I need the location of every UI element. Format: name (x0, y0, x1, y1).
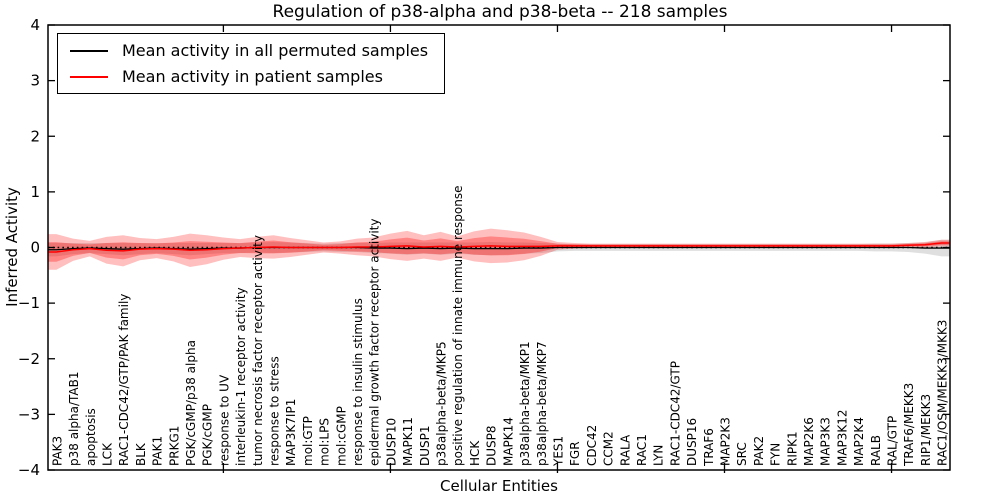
x-category-label: tumor necrosis factor receptor activity (251, 235, 265, 466)
y-tick-label: 4 (30, 16, 40, 34)
x-category-label: p38alpha-beta/MKP7 (535, 341, 549, 466)
legend-line-permuted (70, 49, 108, 52)
x-category-label: DUSP10 (384, 418, 398, 466)
x-category-label: CDC42 (585, 425, 599, 466)
x-category-label: p38alpha-beta/MKP5 (435, 341, 449, 466)
x-category-label: SRC (735, 442, 749, 466)
y-tick-label: 0 (30, 239, 40, 257)
x-category-label: LYN (652, 445, 666, 466)
x-category-label: RIPK1 (785, 431, 799, 466)
x-category-label: MAP3K7IP1 (284, 399, 298, 466)
y-tick-label: −4 (18, 461, 40, 479)
x-category-label: epidermal growth factor receptor activit… (368, 219, 382, 466)
y-tick-label: 1 (30, 183, 40, 201)
x-category-label: FGR (568, 441, 582, 466)
x-category-label: response to insulin stimulus (351, 298, 365, 466)
x-category-label: LCK (100, 442, 114, 466)
y-tick-label: 2 (30, 127, 40, 145)
x-category-label: DUSP1 (418, 425, 432, 466)
x-category-label: RAC1-CDC42/GTP/PAK family (117, 294, 131, 466)
x-category-label: PAK2 (752, 436, 766, 466)
y-tick-label: −3 (18, 405, 40, 423)
x-category-label: RAC1 (635, 434, 649, 466)
x-category-label: MAP2K3 (719, 417, 733, 466)
x-category-label: response to UV (217, 374, 231, 466)
x-category-label: TRAF6 (702, 428, 716, 467)
permuted-mean-line (48, 246, 950, 251)
x-category-label: MAPK14 (501, 417, 515, 466)
legend-line-patient (70, 75, 108, 78)
x-category-label: positive regulation of innate immune res… (451, 186, 465, 466)
x-category-label: PGK/cGMP (201, 404, 215, 466)
x-category-label: CCM2 (602, 431, 616, 466)
x-category-label: PAK1 (151, 436, 165, 466)
x-category-label: MAP2K4 (852, 417, 866, 466)
y-tick-label: −1 (18, 294, 40, 312)
x-category-label: RAC1-CDC42/GTP (668, 361, 682, 466)
x-category-label: MAP2K6 (802, 417, 816, 466)
x-category-label: PRKG1 (167, 426, 181, 466)
legend-item-patient: Mean activity in patient samples (70, 67, 428, 86)
x-category-label: HCK (468, 440, 482, 466)
x-category-label: DUSP8 (485, 425, 499, 466)
x-category-label: MAPK11 (401, 417, 415, 466)
x-category-label: PGK/cGMP/p38 alpha (184, 340, 198, 466)
legend-label-permuted: Mean activity in all permuted samples (122, 41, 429, 60)
x-category-label: interleukin-1 receptor activity (234, 287, 248, 466)
x-category-label: FYN (769, 443, 783, 466)
x-axis-label: Cellular Entities (440, 477, 558, 495)
legend-item-permuted: Mean activity in all permuted samples (70, 41, 428, 60)
x-category-label: RALB (869, 435, 883, 466)
patient-mean-line (48, 242, 950, 253)
y-tick-label: 3 (30, 72, 40, 90)
x-category-label: BLK (134, 442, 148, 466)
x-category-label: mol:cGMP (334, 406, 348, 466)
x-category-label: RAC1/OSM/MEKK3/MKK3 (936, 320, 950, 466)
x-category-label: apoptosis (84, 408, 98, 466)
x-category-label: mol:GTP (301, 416, 315, 466)
x-category-label: TRAF6/MEKK3 (902, 383, 916, 467)
legend: Mean activity in all permuted samples Me… (57, 33, 446, 94)
x-category-label: p38alpha-beta/MKP1 (518, 341, 532, 466)
x-category-label: YES1 (551, 436, 565, 467)
legend-label-patient: Mean activity in patient samples (122, 67, 383, 86)
x-category-label: RALA (618, 434, 632, 466)
x-category-label: mol:LPS (318, 418, 332, 466)
x-category-label: RIP1/MEKK3 (919, 394, 933, 466)
chart-title: Regulation of p38-alpha and p38-beta -- … (272, 2, 728, 22)
y-tick-label: −2 (18, 350, 40, 368)
x-category-label: PAK3 (50, 436, 64, 466)
x-category-label: MAP3K12 (835, 409, 849, 466)
x-category-label: RAL/GTP (886, 416, 900, 466)
x-category-label: DUSP16 (685, 418, 699, 466)
x-category-label: MAP3K3 (819, 417, 833, 466)
x-category-label: response to stress (268, 356, 282, 466)
x-category-label: p38 alpha/TAB1 (67, 372, 81, 466)
y-axis-label: Inferred Activity (3, 187, 21, 307)
